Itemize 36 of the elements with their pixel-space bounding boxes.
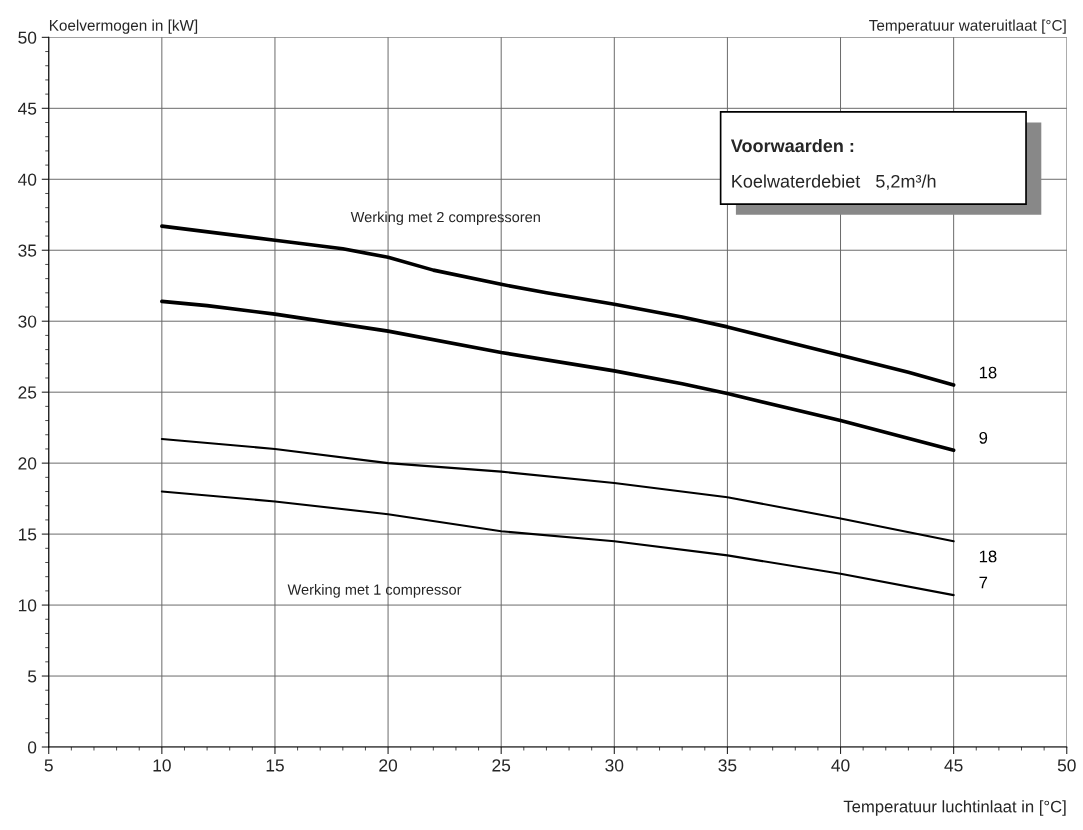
y-tick-label: 0 [27,741,37,754]
line-series [160,299,956,453]
series-label: 9 [979,431,988,444]
y-axis-title: Koelvermogen in [kW] [49,19,198,34]
x-tick-label: 30 [605,759,624,772]
series-label: 18 [979,366,997,379]
y-tick-label: 40 [18,173,37,186]
line-series [160,490,955,597]
y-tick-label: 30 [18,315,37,328]
y-tick-label: 20 [18,457,37,470]
y-tick-label: 50 [18,31,37,44]
line-series [160,437,955,543]
annotation: Werking met 1 compressor [287,584,462,598]
x-tick-label: 40 [831,759,850,772]
line-series [160,224,956,387]
x-tick-label: 20 [379,759,398,772]
y-tick-label: 25 [18,386,37,399]
y-tick-label: 5 [27,670,37,683]
x-tick-label: 35 [718,759,737,772]
x-tick-label: 15 [266,759,284,772]
x-tick-label: 50 [1057,759,1076,772]
y-tick-label: 35 [18,244,37,257]
annotation: Werking met 2 compressoren [350,211,540,226]
x-tick-label: 45 [944,759,963,772]
x-tick-label: 5 [44,759,53,772]
x-axis-title: Temperatuur luchtinlaat in [°C] [843,800,1066,816]
legend-title: Temperatuur wateruitlaat [°C] [869,19,1066,34]
series-label: 7 [979,576,988,589]
y-tick-label: 15 [18,528,37,541]
y-tick-label: 10 [18,599,37,612]
series-label: 18 [979,550,997,563]
x-tick-label: 25 [492,759,511,772]
annotation: Koelwaterdebiet 5,2m³/h [732,174,936,190]
annotation: Voorwaarden : [730,138,854,153]
x-tick-label: 10 [153,759,171,772]
y-tick-label: 45 [18,102,37,115]
